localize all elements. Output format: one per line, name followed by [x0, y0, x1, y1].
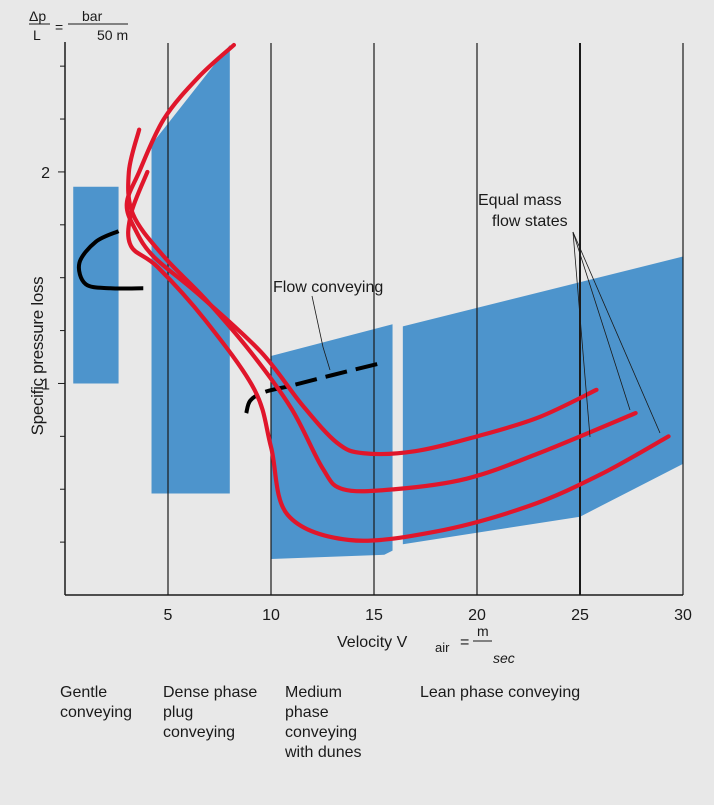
region-2	[151, 45, 230, 494]
region-1	[73, 186, 119, 384]
x-label-sub: air	[435, 640, 450, 655]
annotations: Flow conveying Equal mass flow states	[273, 192, 661, 438]
equal-mass-flow-curve-2	[126, 127, 638, 494]
x-tick-label-30: 30	[674, 607, 692, 624]
curves-layer	[124, 42, 671, 543]
label-dense-phase: Dense phase plug conveying	[163, 684, 258, 741]
equal-mass-flow-curve-1	[124, 42, 599, 457]
annotation-pointer-3	[572, 231, 661, 434]
annotation-equal-mass-2: flow states	[492, 213, 568, 230]
equal-mass-flow-curve-3	[126, 169, 671, 543]
x-tick-label-10: 10	[262, 607, 280, 624]
x-label-text: Velocity V	[337, 634, 408, 651]
label-medium-phase: Medium phase conveying with dunes	[285, 684, 362, 761]
grid-layer	[167, 43, 684, 595]
label-lean-phase: Lean phase conveying	[420, 684, 581, 701]
y-unit: Δp L = bar 50 m	[29, 8, 128, 43]
x-tick-label-5: 5	[164, 607, 173, 624]
y-unit-l: L	[33, 27, 41, 43]
x-tick-label-15: 15	[365, 607, 383, 624]
x-label-unit-m: m	[477, 623, 489, 639]
ticks-layer: 5 10 15 20 25 30 1 2	[41, 65, 692, 624]
y-axis-label: Specific pressure loss	[28, 276, 47, 436]
annotation-pointer-2	[572, 231, 631, 411]
y-tick-label-1: 1	[41, 376, 50, 393]
x-tick-label-25: 25	[571, 607, 589, 624]
y-unit-dp: Δp	[29, 8, 46, 24]
annotation-flow-conveying: Flow conveying	[273, 279, 383, 296]
annotation-flow-pointer	[311, 295, 331, 371]
y-unit-50m: 50 m	[97, 27, 128, 43]
x-axis-label: Velocity V air = m sec	[337, 623, 515, 666]
axes-layer	[64, 42, 683, 596]
region-4	[402, 256, 683, 545]
x-tick-label-20: 20	[468, 607, 486, 624]
x-label-unit-sec: sec	[493, 650, 515, 666]
y-unit-bar: bar	[82, 8, 103, 24]
y-tick-label-2: 2	[41, 165, 50, 182]
y-unit-equals: =	[55, 19, 63, 35]
boundary-curve-1	[76, 229, 144, 291]
regions-layer	[73, 45, 683, 560]
x-label-equals: =	[460, 634, 469, 651]
annotation-pointer-1	[572, 231, 591, 438]
label-gentle-conveying: Gentle conveying	[60, 684, 133, 721]
annotation-equal-mass-1: Equal mass	[478, 192, 562, 209]
